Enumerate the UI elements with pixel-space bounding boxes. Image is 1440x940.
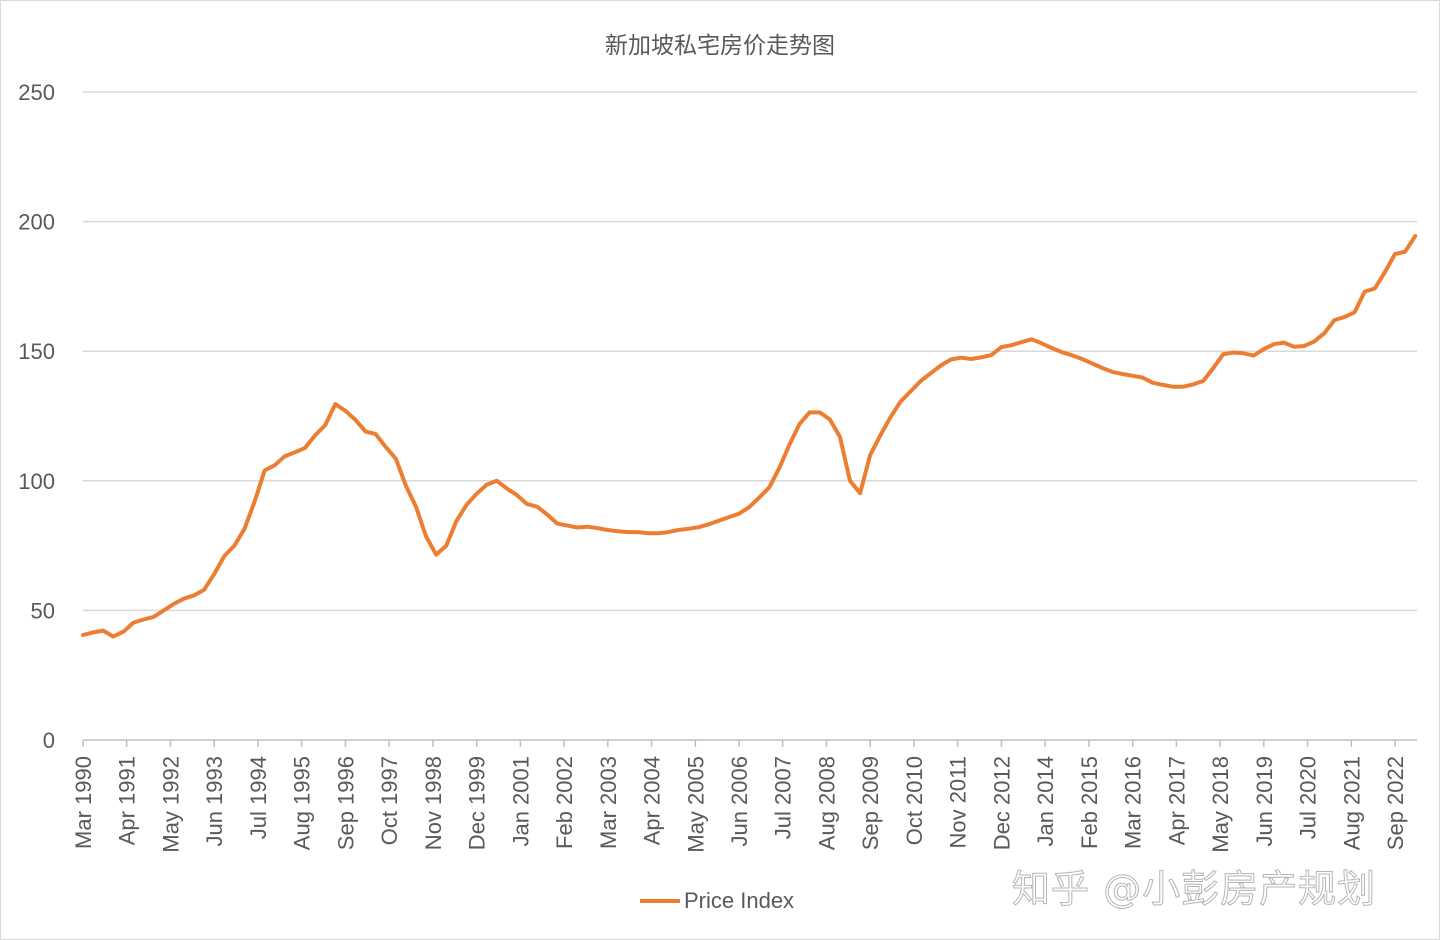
y-tick-label: 50 xyxy=(31,598,55,623)
x-tick-label: Feb 2015 xyxy=(1077,756,1102,849)
y-tick-label: 150 xyxy=(18,339,55,364)
gridlines xyxy=(83,91,1417,612)
x-tick-label: Jan 2001 xyxy=(508,756,533,847)
series-line-price-index xyxy=(81,234,1418,639)
series-group xyxy=(81,234,1418,639)
x-tick-label: Feb 2002 xyxy=(552,756,577,849)
x-tick-label: Dec 1999 xyxy=(465,756,490,850)
x-tick-label: May 2005 xyxy=(683,756,708,853)
y-tick-label: 100 xyxy=(18,469,55,494)
x-tick-label: Jul 2007 xyxy=(771,756,796,839)
x-tick-label: Oct 1997 xyxy=(377,756,402,845)
x-tick-label: Aug 2008 xyxy=(814,756,839,850)
x-tick-label: Sep 1996 xyxy=(333,756,358,850)
x-tick-label: Mar 1990 xyxy=(71,756,96,849)
y-tick-label: 200 xyxy=(18,210,55,235)
x-tick-label: Jan 2014 xyxy=(1033,756,1058,847)
x-tick-label: Oct 2010 xyxy=(902,756,927,845)
x-tick-label: Apr 1991 xyxy=(115,756,140,845)
x-tick-label: Nov 2011 xyxy=(946,756,971,849)
legend-swatch-price-index xyxy=(640,899,680,903)
x-tick-label: Aug 2021 xyxy=(1339,756,1364,850)
legend-label-price-index: Price Index xyxy=(684,888,795,913)
x-tick-label: Apr 2004 xyxy=(640,756,665,845)
x-tick-label: Sep 2009 xyxy=(858,756,883,850)
x-tick-label: May 2018 xyxy=(1208,756,1233,853)
x-tick-label: Jul 2020 xyxy=(1296,756,1321,839)
y-axis-ticks: 0 50 100 150 200 250 xyxy=(18,80,55,753)
x-tick-label: Mar 2003 xyxy=(596,756,621,849)
y-tick-label: 250 xyxy=(18,80,55,105)
chart-title: 新加坡私宅房价走势图 xyxy=(605,33,835,59)
x-tick-label: Jul 1994 xyxy=(246,756,271,839)
watermark: 知乎 @小彭房产规划 xyxy=(1011,867,1377,912)
x-tick-label: May 1992 xyxy=(158,756,183,853)
x-tick-label: Aug 1995 xyxy=(290,756,315,850)
x-tick-label: Mar 2016 xyxy=(1121,756,1146,849)
x-axis-ticks: Mar 1990 Apr 1991 May 1992 Jun 1993 Jul 1994… xyxy=(71,740,1408,853)
x-tick-label: Nov 1998 xyxy=(421,756,446,850)
x-tick-label: Jun 2019 xyxy=(1252,756,1277,847)
x-tick-label: Dec 2012 xyxy=(989,756,1014,850)
x-tick-label: Apr 2017 xyxy=(1164,756,1189,845)
legend: Price Index xyxy=(640,888,794,914)
x-tick-label: Sep 2022 xyxy=(1383,756,1408,850)
y-tick-label: 0 xyxy=(43,728,55,753)
x-tick-label: Jun 1993 xyxy=(202,756,227,847)
x-tick-label: Jun 2006 xyxy=(727,756,752,847)
